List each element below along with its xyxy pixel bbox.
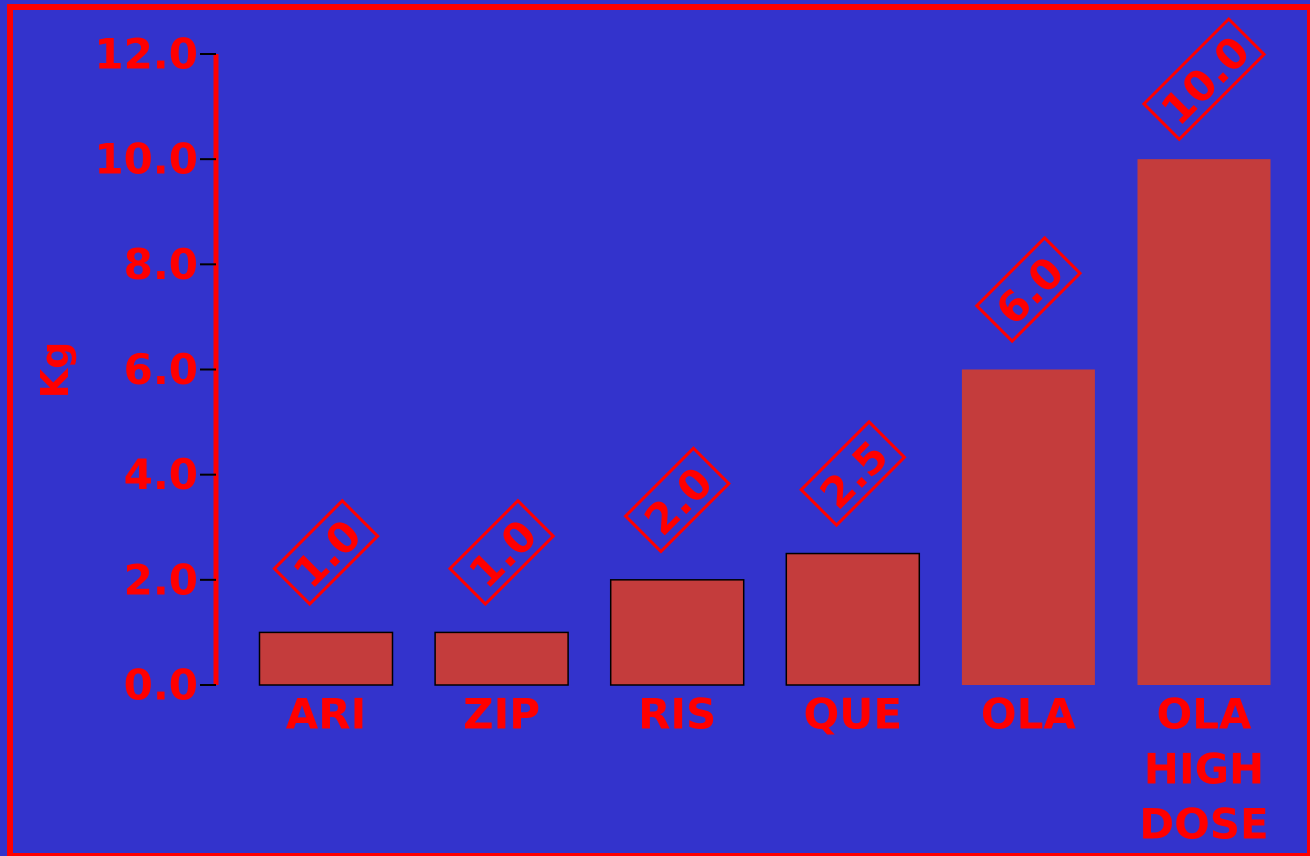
x-tick-label: ARI: [286, 690, 366, 739]
y-tick-label: 10.0: [94, 135, 198, 184]
y-tick-label: 4.0: [124, 450, 198, 499]
x-tick-label: OLA: [1157, 690, 1252, 739]
value-label-box: [799, 419, 907, 528]
y-tick-label: 2.0: [124, 555, 198, 604]
bar: [785, 552, 921, 686]
bar: [961, 369, 1095, 685]
x-tick-label-group: ARI ZIP RIS QUE OLA OLA HIGH DOSE: [286, 690, 1269, 849]
bar: [1137, 159, 1271, 685]
x-tick-label: RIS: [638, 690, 716, 739]
x-tick-label: HIGH: [1144, 745, 1264, 794]
x-tick-label: ZIP: [463, 690, 540, 739]
x-tick-label: DOSE: [1139, 800, 1269, 849]
y-tick-label: 0.0: [124, 661, 198, 710]
x-tick-label: OLA: [981, 690, 1076, 739]
bar: [434, 631, 569, 686]
value-label-box: [1141, 16, 1267, 142]
y-tick-label: 8.0: [124, 240, 198, 289]
bar: [609, 579, 745, 686]
value-label-box: [272, 498, 380, 607]
x-tick-label: QUE: [804, 690, 903, 739]
value-label-box: [974, 235, 1083, 344]
y-axis-label: Kg: [33, 342, 77, 399]
value-label-box: [447, 498, 556, 607]
bar-group: [258, 159, 1271, 686]
y-tick-label: 12.0: [94, 30, 198, 79]
bar: [258, 631, 394, 686]
value-label-box: [623, 446, 731, 554]
y-tick-group: 0.0 2.0 4.0 6.0 8.0 10.0 12.0: [94, 30, 216, 710]
y-tick-label: 6.0: [124, 345, 198, 394]
